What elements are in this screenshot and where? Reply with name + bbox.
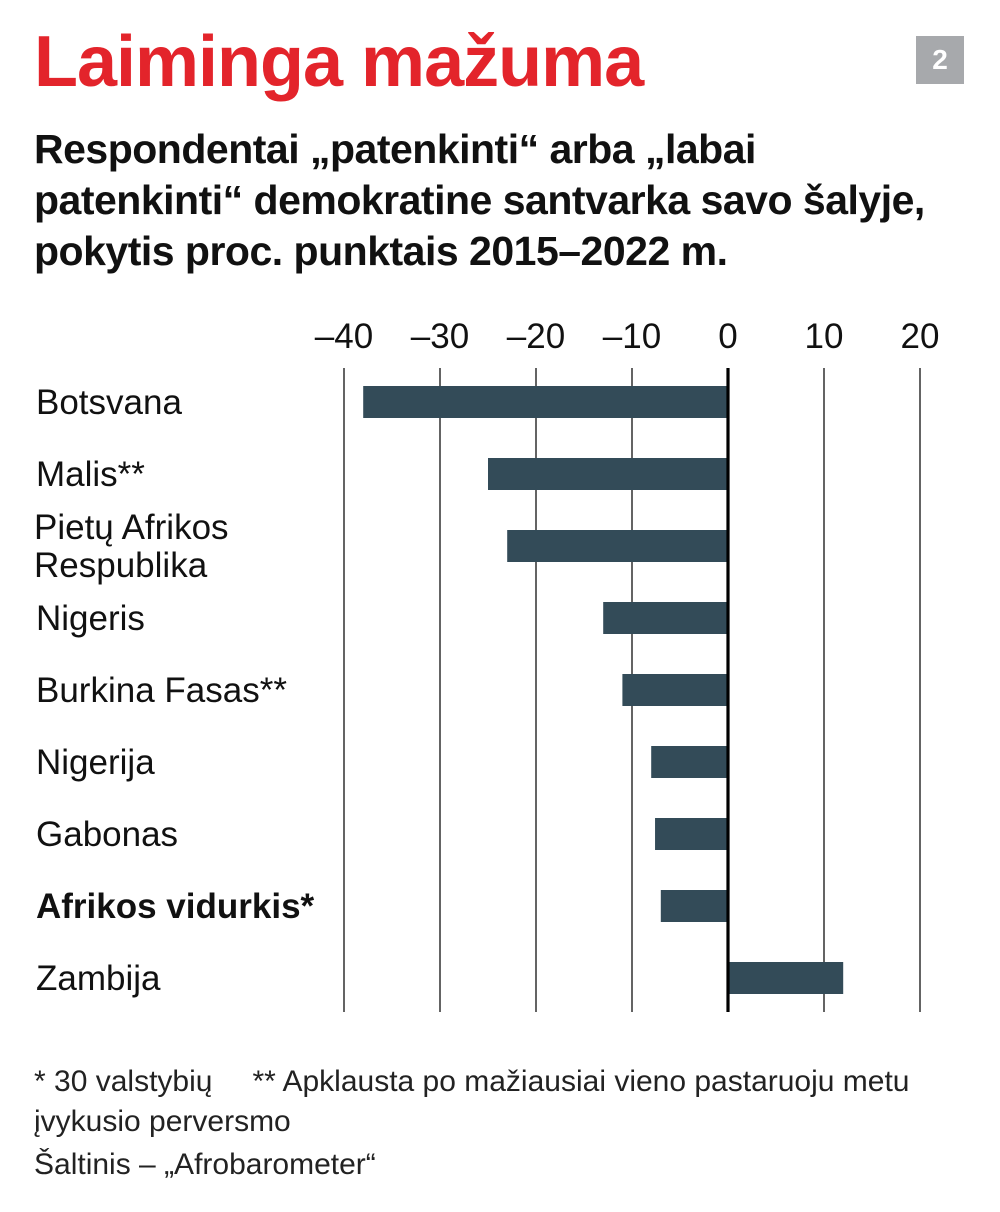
category-label: Malis** (36, 455, 145, 494)
x-tick-label: 0 (718, 317, 737, 356)
bar (603, 602, 728, 634)
chart-title: Laiminga mažuma (34, 22, 644, 102)
bar (507, 530, 728, 562)
bar-chart: –40 –30 –20 –10 0 10 20 Botsvana Malis** Pietų Af… (34, 317, 940, 1012)
x-tick-label: –10 (603, 317, 661, 356)
bar (363, 386, 728, 418)
footnotes: * 30 valstybių ** Apklausta po mažiausiai… (34, 1062, 974, 1142)
x-tick-label: –20 (507, 317, 565, 356)
bar (488, 458, 728, 490)
bar (655, 818, 728, 850)
category-label: Nigerija (36, 743, 155, 782)
category-label: Nigeris (36, 599, 145, 638)
footnote-coup: ** Apklausta po mažiausiai vieno pastaru… (34, 1065, 910, 1138)
bar (660, 890, 728, 922)
footnote-average: * 30 valstybių (34, 1065, 213, 1098)
source-note: Šaltinis – „Afrobarometer“ (34, 1148, 376, 1181)
category-label: Gabonas (36, 815, 178, 854)
category-label: Afrikos vidurkis* (36, 887, 315, 926)
category-label: Burkina Fasas** (36, 671, 287, 710)
category-label: Zambija (36, 959, 161, 998)
bar (728, 962, 844, 994)
category-label: Botsvana (36, 383, 182, 422)
x-tick-label: 10 (805, 317, 844, 356)
page-number-badge: 2 (916, 36, 964, 84)
chart-subtitle: Respondentai „patenkinti“ arba „labai pa… (34, 126, 925, 274)
bar (651, 746, 728, 778)
bar (622, 674, 728, 706)
x-tick-label: –40 (315, 317, 373, 356)
x-tick-label: –30 (411, 317, 469, 356)
x-tick-label: 20 (901, 317, 940, 356)
category-label: Pietų Afrikos Respublika (34, 508, 229, 585)
